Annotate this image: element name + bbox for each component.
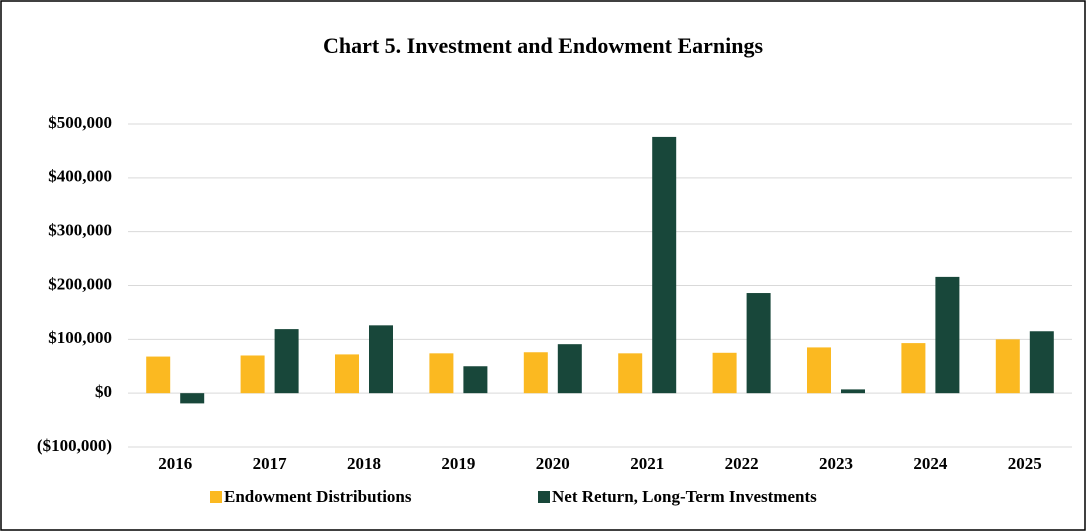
bar bbox=[146, 356, 171, 394]
bar bbox=[180, 393, 205, 404]
x-tick-label: 2022 bbox=[725, 454, 759, 473]
bar bbox=[995, 339, 1020, 394]
y-tick-label: $200,000 bbox=[48, 274, 112, 293]
bar bbox=[429, 353, 454, 394]
x-tick-label: 2019 bbox=[441, 454, 475, 473]
bar bbox=[618, 353, 643, 394]
bar bbox=[652, 136, 677, 394]
bar bbox=[712, 352, 737, 394]
legend-label: Endowment Distributions bbox=[224, 487, 412, 506]
x-tick-label: 2024 bbox=[913, 454, 948, 473]
bar bbox=[935, 276, 960, 394]
x-tick-label: 2016 bbox=[158, 454, 192, 473]
bar bbox=[841, 389, 865, 394]
legend-label: Net Return, Long-Term Investments bbox=[552, 487, 817, 506]
x-tick-label: 2018 bbox=[347, 454, 381, 473]
bar bbox=[369, 325, 393, 394]
chart-title: Chart 5. Investment and Endowment Earnin… bbox=[323, 33, 763, 58]
bar bbox=[901, 343, 926, 394]
legend-swatch bbox=[210, 491, 222, 503]
bar bbox=[557, 344, 582, 394]
y-tick-label: ($100,000) bbox=[37, 436, 112, 455]
y-tick-label: $400,000 bbox=[48, 167, 112, 186]
x-tick-label: 2020 bbox=[536, 454, 570, 473]
x-tick-label: 2021 bbox=[630, 454, 664, 473]
bar bbox=[523, 352, 548, 394]
y-tick-label: $0 bbox=[95, 382, 112, 401]
y-tick-label: $500,000 bbox=[48, 113, 112, 132]
bar bbox=[746, 293, 771, 394]
legend-swatch bbox=[538, 491, 550, 503]
x-tick-label: 2023 bbox=[819, 454, 853, 473]
bar bbox=[1029, 331, 1054, 394]
y-tick-label: $300,000 bbox=[48, 221, 112, 240]
bar bbox=[463, 366, 488, 394]
bar bbox=[240, 355, 265, 394]
y-tick-label: $100,000 bbox=[48, 328, 112, 347]
x-tick-label: 2017 bbox=[253, 454, 288, 473]
x-tick-label: 2025 bbox=[1008, 454, 1042, 473]
bar bbox=[807, 347, 831, 394]
bar bbox=[274, 329, 299, 394]
bar bbox=[335, 354, 359, 394]
